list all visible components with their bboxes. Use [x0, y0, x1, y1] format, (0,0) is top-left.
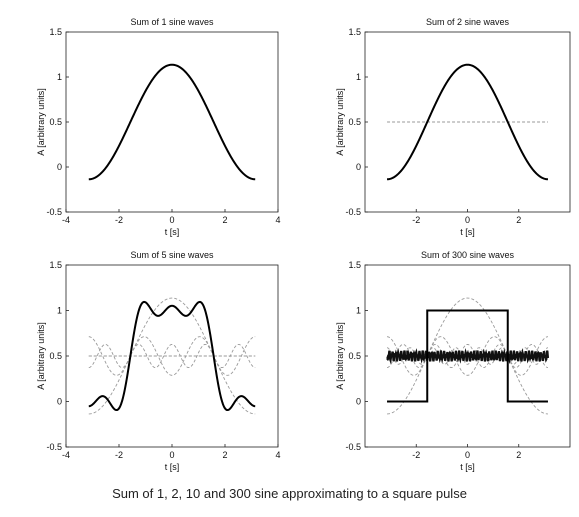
y-axis-label: A [arbitrary units] — [36, 88, 46, 156]
y-tick-label: 0.5 — [49, 117, 62, 127]
x-axis-label: t [s] — [460, 227, 475, 237]
x-axis-label: t [s] — [165, 227, 180, 237]
component-wave — [387, 297, 548, 415]
x-tick-label: 4 — [275, 215, 280, 225]
x-tick-label: -4 — [62, 215, 70, 225]
x-tick-label: 2 — [516, 450, 521, 460]
y-tick-label: 0.5 — [348, 351, 361, 361]
subplot-title: Sum of 2 sine waves — [426, 17, 510, 27]
x-tick-label: 0 — [169, 215, 174, 225]
y-tick-label: 1 — [57, 306, 62, 316]
y-axis-label: A [arbitrary units] — [335, 322, 345, 390]
sum-curve — [387, 63, 548, 181]
y-tick-label: 1 — [57, 72, 62, 82]
component-wave — [88, 343, 256, 369]
figure-caption: Sum of 1, 2, 10 and 300 sine approximati… — [112, 486, 467, 501]
x-tick-label: 2 — [222, 215, 227, 225]
x-tick-label: 4 — [275, 450, 280, 460]
y-tick-label: 0 — [57, 397, 62, 407]
x-tick-label: -2 — [115, 450, 123, 460]
component-wave — [88, 297, 256, 415]
subplot-title: Sum of 300 sine waves — [421, 250, 515, 260]
x-tick-label: -4 — [62, 450, 70, 460]
y-tick-label: -0.5 — [46, 442, 62, 452]
y-axis-label: A [arbitrary units] — [36, 322, 46, 390]
x-axis-label: t [s] — [165, 462, 180, 472]
y-tick-label: 0 — [356, 397, 361, 407]
subplot-1: Sum of 1 sine waves -0.5 0 0.5 1 1.5 -4 -2 0 2 4 t … — [36, 17, 281, 237]
x-tick-label: 0 — [169, 450, 174, 460]
subplot-title: Sum of 5 sine waves — [130, 250, 214, 260]
x-axis-label: t [s] — [460, 462, 475, 472]
sum-curve — [387, 309, 548, 403]
y-tick-label: 1.5 — [348, 260, 361, 270]
x-tick-label: 0 — [465, 215, 470, 225]
y-tick-label: -0.5 — [46, 207, 62, 217]
y-tick-label: 0 — [57, 162, 62, 172]
y-tick-label: 1.5 — [348, 27, 361, 37]
x-tick-label: -2 — [412, 215, 420, 225]
high-frequency-band — [386, 347, 550, 365]
y-axis-label: A [arbitrary units] — [335, 88, 345, 156]
y-tick-label: 1.5 — [49, 27, 62, 37]
x-tick-label: 2 — [222, 450, 227, 460]
component-wave — [386, 336, 549, 376]
y-tick-label: -0.5 — [345, 207, 361, 217]
subplot-2: Sum of 2 sine waves -0.5 0 0.5 1 1.5 -2 0 2 t [s]… — [335, 17, 571, 237]
x-tick-label: 2 — [516, 215, 521, 225]
x-tick-label: -2 — [115, 215, 123, 225]
y-tick-label: 1 — [356, 306, 361, 316]
axes-frame — [65, 31, 279, 213]
y-tick-label: 0.5 — [49, 351, 62, 361]
y-tick-label: 0.5 — [348, 117, 361, 127]
y-tick-label: 1.5 — [49, 260, 62, 270]
x-tick-label: 0 — [465, 450, 470, 460]
y-tick-label: 0 — [356, 162, 361, 172]
subplot-3: Sum of 5 sine waves -0.5 0 0.5 1 1.5 -4 -2 0 2 4 t … — [36, 250, 281, 472]
subplot-4: Sum of 300 sine waves -0.5 0 0.5 1 1.5 -2 0 2 t [… — [335, 250, 571, 472]
sum-curve — [88, 63, 256, 181]
component-wave — [88, 336, 256, 376]
y-tick-label: 1 — [356, 72, 361, 82]
sum-curve — [88, 300, 256, 412]
subplot-title: Sum of 1 sine waves — [130, 17, 214, 27]
component-wave — [386, 343, 549, 369]
x-tick-label: -2 — [412, 450, 420, 460]
y-tick-label: -0.5 — [345, 442, 361, 452]
